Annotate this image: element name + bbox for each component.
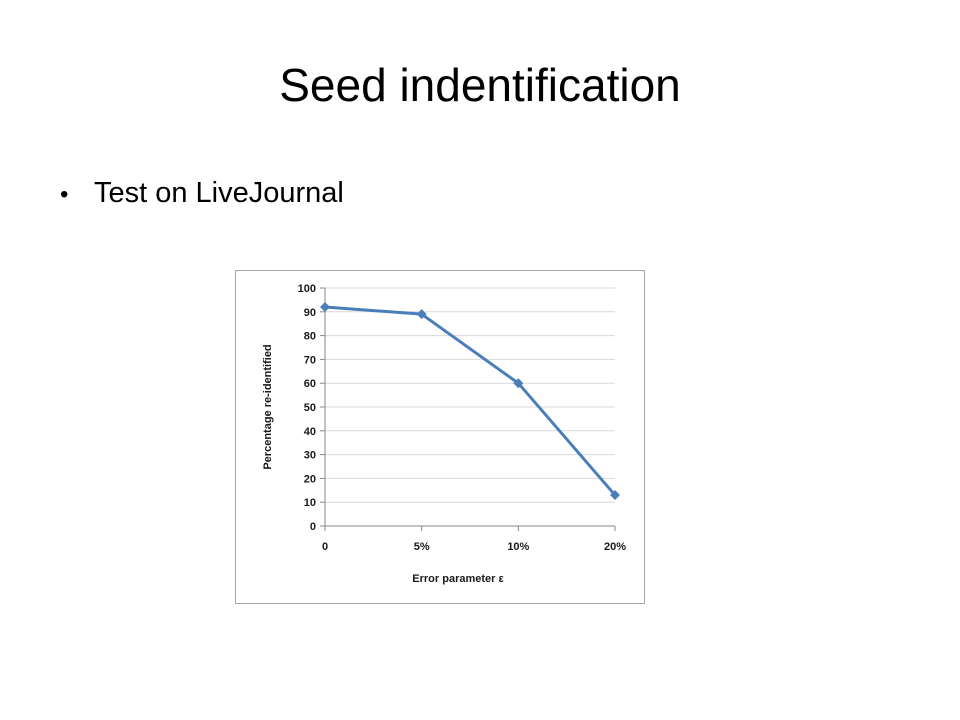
bullet-dot-icon: • bbox=[60, 181, 69, 208]
data-point bbox=[416, 309, 427, 320]
x-axis-title: Error parameter ε bbox=[412, 573, 504, 585]
axes bbox=[320, 287, 616, 531]
y-tick-label: 20 bbox=[304, 473, 316, 485]
data-point bbox=[610, 490, 620, 501]
x-tick-label: 10% bbox=[507, 541, 529, 553]
series-line bbox=[324, 305, 617, 497]
gridlines bbox=[325, 287, 615, 503]
y-tick-label: 50 bbox=[304, 402, 316, 414]
y-tick-label: 70 bbox=[304, 354, 316, 366]
bullet-item: • Test on LiveJournal bbox=[60, 176, 344, 211]
y-tick-labels: 0 10 20 30 40 50 60 70 80 90 100 bbox=[298, 283, 316, 533]
x-tick-label: 0 bbox=[322, 541, 328, 553]
y-tick-label: 80 bbox=[304, 331, 316, 343]
y-tick-label: 40 bbox=[304, 426, 316, 438]
bullet-text: Test on LiveJournal bbox=[94, 177, 344, 209]
y-tick-label: 0 bbox=[310, 521, 316, 533]
x-tick-labels: 0 5% 10% 20% bbox=[322, 541, 626, 553]
y-tick-label: 30 bbox=[304, 450, 316, 462]
x-tick-label: 20% bbox=[604, 541, 626, 553]
slide-title: Seed indentification bbox=[279, 59, 681, 111]
chart-frame: 0 10 20 30 40 50 60 70 80 90 100 0 5% 10% 20% Error p… bbox=[235, 270, 645, 604]
series bbox=[320, 302, 620, 501]
y-tick-label: 90 bbox=[304, 307, 316, 319]
bullet-list: • Test on LiveJournal bbox=[60, 176, 344, 211]
y-tick-label: 60 bbox=[304, 378, 316, 390]
line-chart: 0 10 20 30 40 50 60 70 80 90 100 0 5% 10% 20% Error p… bbox=[262, 283, 626, 585]
y-axis-title: Percentage re-identified bbox=[262, 344, 274, 469]
y-tick-label: 10 bbox=[304, 497, 316, 509]
x-tick-label: 5% bbox=[414, 541, 430, 553]
data-point bbox=[320, 302, 330, 313]
y-tick-label: 100 bbox=[298, 283, 316, 295]
data-point bbox=[513, 378, 524, 389]
